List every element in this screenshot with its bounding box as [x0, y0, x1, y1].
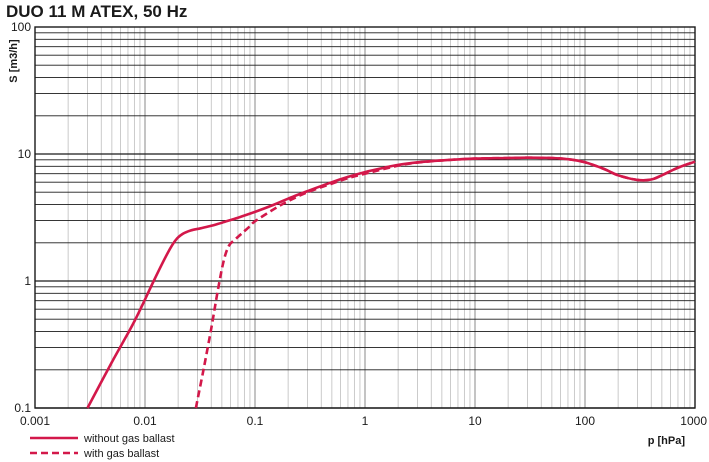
y-tick-labels: 0.1 1 10 100	[11, 20, 31, 415]
series-line-with-gas-ballast	[194, 156, 696, 409]
y-tick-label: 1	[24, 274, 31, 288]
legend: without gas ballast with gas ballast	[30, 433, 175, 460]
x-tick-label: 0.01	[133, 414, 157, 428]
y-tick-label: 0.1	[14, 401, 31, 415]
legend-label: with gas ballast	[83, 448, 159, 460]
y-axis-label: S [m3/h]	[8, 39, 20, 83]
series-line-without-gas-ballast	[86, 156, 696, 409]
x-tick-labels: 0.001 0.01 0.1 1 10 100 1000	[20, 414, 707, 428]
plot-frame	[34, 26, 696, 409]
chart-title: DUO 11 M ATEX, 50 Hz	[6, 2, 188, 21]
x-axis-label: p [hPa]	[648, 435, 686, 447]
x-tick-label: 10	[468, 414, 482, 428]
grid	[34, 27, 695, 409]
x-tick-label: 1	[362, 414, 369, 428]
x-tick-label: 0.1	[247, 414, 264, 428]
legend-label: without gas ballast	[83, 433, 175, 445]
series	[86, 156, 696, 409]
y-tick-label: 10	[18, 147, 32, 161]
plot-border	[34, 26, 696, 409]
y-tick-label: 100	[11, 20, 31, 34]
x-tick-label: 1000	[680, 414, 707, 428]
x-tick-label: 100	[575, 414, 595, 428]
x-tick-label: 0.001	[20, 414, 50, 428]
